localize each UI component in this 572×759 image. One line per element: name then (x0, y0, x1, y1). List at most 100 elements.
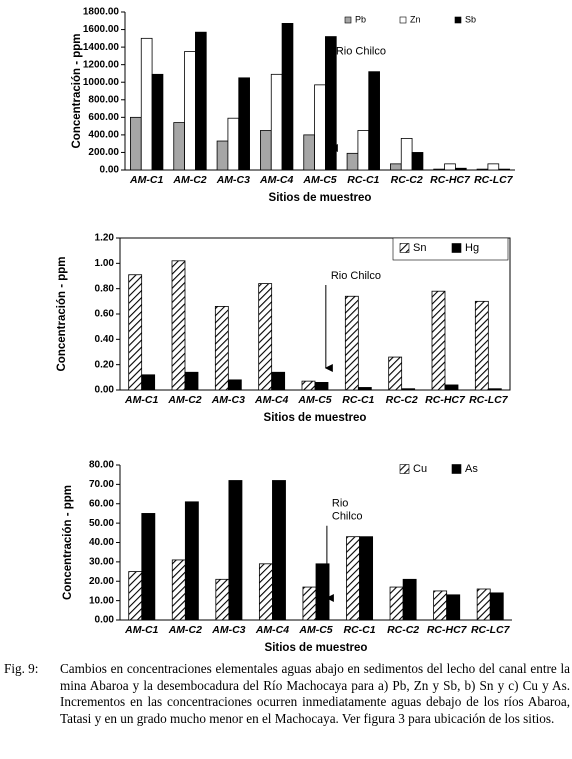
legend-label: As (465, 463, 478, 475)
bar (227, 117, 240, 171)
x-tick-label: AM-C4 (254, 394, 288, 406)
bar (476, 168, 489, 171)
x-tick-label: AM-C4 (255, 624, 289, 636)
bar (195, 31, 207, 171)
x-tick-label: RC-HC7 (430, 174, 471, 186)
bar (474, 300, 489, 391)
bar (184, 371, 199, 391)
bar (302, 586, 317, 621)
y-axis-title: Concentración - ppm (62, 485, 74, 600)
bar (411, 152, 424, 171)
bar (498, 168, 510, 171)
y-tick-label: 40.00 (89, 537, 114, 548)
bar (487, 163, 500, 171)
x-tick-label: RC-LC7 (474, 174, 514, 186)
bar (171, 260, 186, 391)
x-tick-label: RC-C2 (391, 174, 423, 186)
bar (128, 274, 143, 391)
y-tick-label: 70.00 (89, 479, 114, 490)
bar (228, 480, 243, 621)
annotation: Rio (332, 498, 349, 510)
legend-swatch (399, 464, 410, 474)
bar (151, 73, 164, 171)
y-tick-label: 0.60 (95, 309, 115, 320)
caption-text: Cambios en concentraciones elementales a… (60, 661, 570, 726)
bar (260, 130, 272, 171)
bar (357, 387, 372, 391)
y-tick-label: 0.00 (95, 615, 115, 626)
legend-swatch (344, 16, 352, 24)
legend-swatch (399, 243, 410, 253)
y-tick-label: 1400.00 (83, 42, 120, 53)
x-tick-label: AM-C2 (172, 174, 206, 186)
legend-label: Cu (413, 463, 427, 475)
bar (258, 283, 273, 391)
bar (346, 536, 360, 621)
y-tick-label: 1600.00 (83, 24, 120, 35)
x-tick-label: AM-C5 (297, 394, 331, 406)
x-tick-label: AM-C4 (259, 174, 293, 186)
y-tick-label: 1800.00 (83, 7, 120, 18)
bar (455, 167, 467, 171)
caption-label: Fig. 9: (4, 661, 39, 676)
y-tick-label: 0.20 (95, 359, 115, 370)
annotation: Chilco (332, 511, 363, 523)
x-axis-title: Sitios de muestreo (264, 412, 367, 424)
legend-swatch (399, 16, 407, 24)
legend-label: Hg (465, 242, 479, 254)
y-tick-label: 20.00 (89, 576, 114, 587)
bar (141, 513, 156, 621)
x-tick-label: AM-C3 (211, 624, 245, 636)
bar (314, 84, 326, 171)
y-tick-label: 0.80 (95, 283, 115, 294)
bar (140, 37, 153, 171)
y-tick-label: 0.00 (95, 385, 115, 396)
bar (444, 384, 459, 391)
bar (389, 586, 404, 621)
legend-label: Zn (410, 14, 421, 24)
bar (433, 590, 448, 621)
x-tick-label: AM-C2 (167, 394, 201, 406)
bar (476, 588, 491, 621)
bar (184, 501, 199, 621)
bar (303, 134, 315, 171)
y-tick-label: 10.00 (89, 595, 114, 606)
x-tick-label: RC-C2 (386, 394, 418, 406)
y-tick-label: 1000.00 (83, 77, 120, 88)
bar (238, 77, 250, 171)
bar (184, 51, 196, 171)
bar (357, 130, 370, 171)
x-tick-label: RC-C1 (342, 394, 374, 406)
legend-box (392, 237, 509, 261)
annotation: Rio Chilco (331, 270, 381, 282)
y-tick-label: 30.00 (89, 557, 114, 568)
x-tick-label: RC-HC7 (427, 624, 468, 636)
bar (271, 371, 286, 391)
y-tick-label: 800.00 (88, 94, 119, 105)
bar (173, 122, 185, 171)
bar (301, 380, 316, 391)
bar (346, 152, 359, 171)
legend-swatch (451, 243, 462, 253)
x-tick-label: RC-LC7 (469, 394, 509, 406)
bar (444, 163, 456, 171)
y-tick-label: 1.00 (95, 258, 115, 269)
bar (401, 388, 416, 391)
y-tick-label: 400.00 (88, 130, 119, 141)
bar (314, 381, 329, 391)
legend-label: Pb (355, 14, 366, 24)
y-tick-label: 0.40 (95, 334, 115, 345)
bar (130, 116, 142, 171)
x-tick-label: AM-C5 (298, 624, 332, 636)
y-tick-label: 80.00 (89, 460, 114, 471)
x-tick-label: AM-C3 (216, 174, 250, 186)
bar (388, 356, 403, 391)
bar (368, 71, 380, 171)
x-tick-label: AM-C1 (124, 624, 158, 636)
x-tick-label: AM-C2 (168, 624, 202, 636)
x-tick-label: AM-C1 (124, 394, 158, 406)
bar (431, 290, 446, 391)
y-tick-label: 200.00 (88, 147, 119, 158)
bar (141, 374, 156, 391)
bar (281, 23, 294, 171)
